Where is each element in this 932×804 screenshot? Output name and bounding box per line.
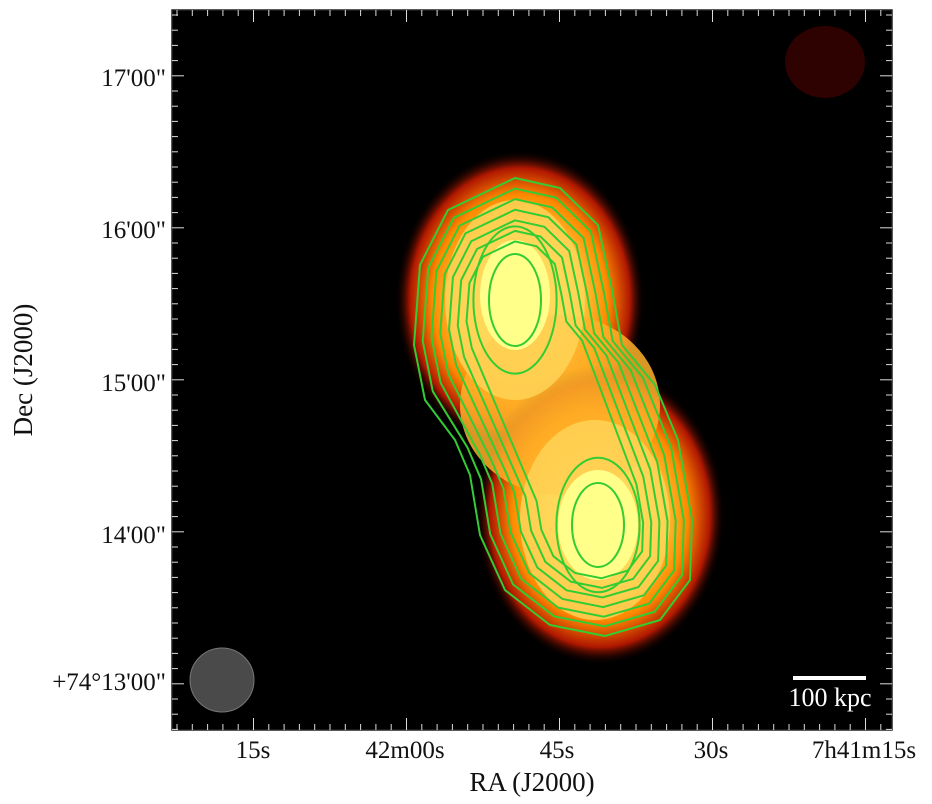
x-tick-label: 45s	[540, 737, 575, 764]
contour-level	[472, 225, 558, 375]
beam-ellipse	[189, 647, 255, 713]
y-tick-label: +74°13'00"	[52, 669, 166, 696]
contour-lines	[412, 176, 694, 638]
x-tick-label: 15s	[236, 737, 271, 764]
contour-level	[439, 208, 669, 609]
x-tick-label: 42m00s	[365, 737, 444, 764]
y-axis-label: Dec (J2000)	[8, 304, 38, 437]
axis-ticks	[172, 10, 892, 730]
x-tick-label: 30s	[694, 737, 729, 764]
contour-level	[448, 219, 661, 599]
y-tick-label: 17'00"	[101, 65, 166, 92]
y-tick-label: 15'00"	[101, 370, 166, 397]
y-tick-label: 16'00"	[101, 217, 166, 244]
x-axis-label: RA (J2000)	[469, 767, 594, 797]
scale-bar-label: 100 kpc	[788, 683, 871, 712]
contour-level	[555, 456, 641, 594]
contour-level	[456, 229, 653, 589]
contour-level	[421, 187, 685, 628]
plot-frame	[171, 9, 893, 731]
contour-level	[465, 240, 645, 580]
contour-level	[488, 253, 542, 347]
contour-level	[430, 198, 677, 618]
y-tick-label: 14'00"	[101, 522, 166, 549]
contour-level	[571, 482, 625, 568]
contour-level	[412, 176, 694, 638]
x-tick-label: 7h41m15s	[812, 737, 916, 764]
